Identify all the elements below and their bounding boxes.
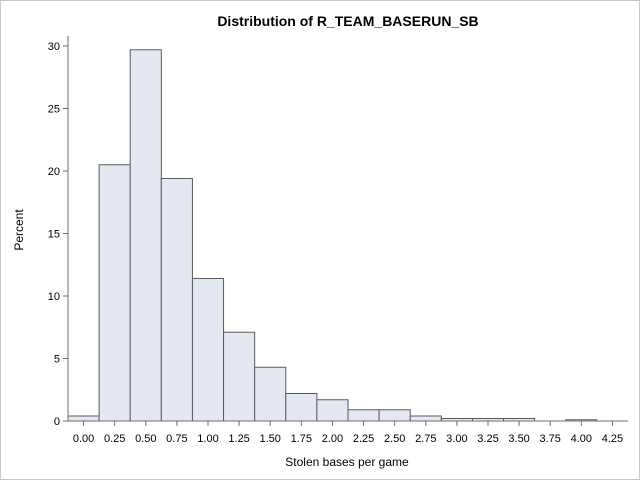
y-axis-label: Percent: [12, 209, 26, 251]
histogram-bar: [98, 164, 131, 422]
x-tick-label: 2.75: [415, 433, 436, 445]
histogram-bar: [191, 278, 225, 422]
x-tick-label: 3.00: [446, 433, 467, 445]
x-tick-label: 3.75: [540, 433, 561, 445]
x-tick-label: 1.25: [228, 433, 249, 445]
histogram-bar: [347, 409, 380, 422]
y-tick-label: 30: [48, 41, 60, 53]
x-tick-label: 4.00: [571, 433, 592, 445]
x-tick-label: 1.00: [197, 433, 218, 445]
histogram-bar: [129, 49, 162, 422]
histogram-bar: [67, 415, 100, 422]
histogram-bar: [285, 393, 318, 422]
histogram-bar: [409, 415, 442, 422]
histogram-bar: [316, 399, 349, 422]
histogram-bar: [160, 178, 193, 422]
x-tick-label: 1.50: [260, 433, 281, 445]
y-tick-label: 0: [54, 416, 60, 428]
y-tick-label: 5: [54, 354, 60, 366]
x-tick-label: 0.75: [166, 433, 187, 445]
x-tick-label: 0.00: [73, 433, 94, 445]
x-axis-label: Stolen bases per game: [285, 455, 409, 469]
axes-group: 0 5 10 15 20 25 30 0.00 0.25 0.50 0.75 1.00 1.25 1.50…: [48, 36, 628, 445]
x-tick-label: 4.25: [602, 433, 623, 445]
y-tick-label: 10: [48, 291, 60, 303]
x-tick-label: 3.25: [477, 433, 498, 445]
histogram-bar: [223, 331, 256, 422]
y-tick-label: 15: [48, 229, 60, 241]
x-tick-label: 2.50: [384, 433, 405, 445]
x-tick-label: 1.75: [291, 433, 312, 445]
y-tick-label: 25: [48, 104, 60, 116]
histogram-bar: [254, 366, 287, 422]
x-tick-label: 3.50: [508, 433, 529, 445]
x-tick-label: 0.50: [135, 433, 156, 445]
chart-title: Distribution of R_TEAM_BASERUN_SB: [217, 13, 478, 29]
x-tick-label: 0.25: [104, 433, 125, 445]
x-tick-label: 2.00: [322, 433, 343, 445]
histogram-bar: [378, 409, 411, 422]
y-tick-label: 20: [48, 166, 60, 178]
x-tick-label: 2.25: [353, 433, 374, 445]
bars-group: [67, 49, 598, 422]
